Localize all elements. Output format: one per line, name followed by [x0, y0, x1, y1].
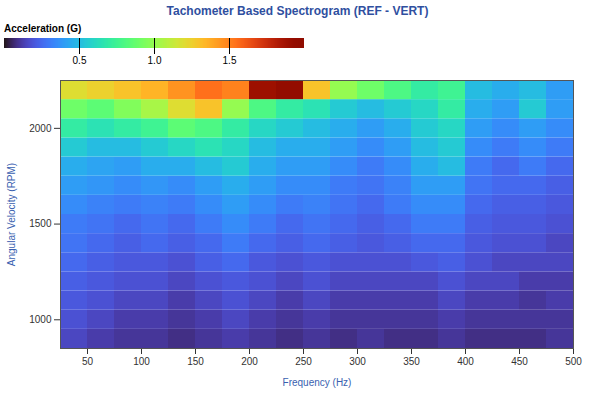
svg-text:300: 300	[349, 356, 366, 367]
svg-text:Frequency (Hz): Frequency (Hz)	[283, 377, 352, 388]
svg-text:2000: 2000	[29, 123, 52, 134]
svg-text:150: 150	[187, 356, 204, 367]
svg-text:500: 500	[565, 356, 582, 367]
html-text:Tachometer Based Spectrogram (: Tachometer Based Spectrogram (REF - VERT…	[166, 4, 429, 18]
svg-text:1500: 1500	[29, 218, 52, 229]
svg-text:1.0: 1.0	[148, 55, 162, 66]
svg-text:350: 350	[403, 356, 420, 367]
svg-text:250: 250	[295, 356, 312, 367]
svg-text:Acceleration (G): Acceleration (G)	[4, 23, 81, 34]
svg-text:450: 450	[511, 356, 528, 367]
svg-text:50: 50	[82, 356, 94, 367]
svg-text:400: 400	[457, 356, 474, 367]
svg-text:1.5: 1.5	[223, 55, 237, 66]
svg-text:0.5: 0.5	[73, 55, 87, 66]
svg-text:1000: 1000	[29, 314, 52, 325]
svg-text:Angular Velocity (RPM): Angular Velocity (RPM)	[6, 163, 17, 266]
svg-text:100: 100	[133, 356, 150, 367]
svg-text:200: 200	[241, 356, 258, 367]
